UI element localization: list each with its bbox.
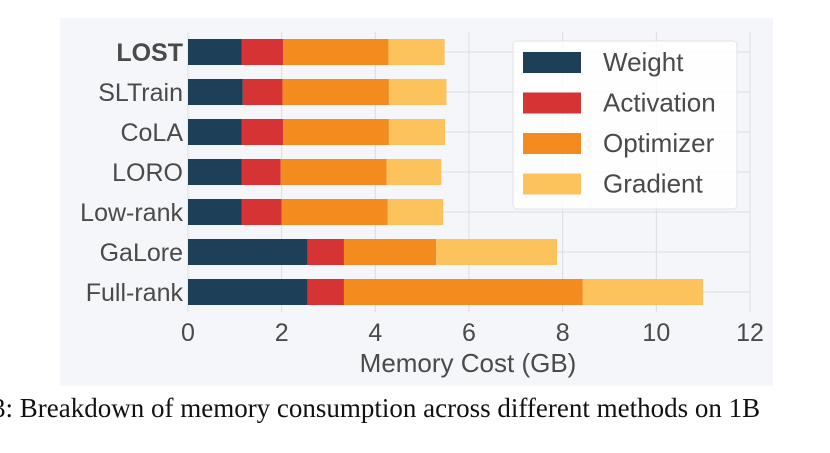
x-axis-ticks: 0 2 4 6 8 10 12 xyxy=(181,319,764,347)
figure-caption: 3: Breakdown of memory consumption acros… xyxy=(0,393,761,423)
x-tick-label: 2 xyxy=(275,319,289,347)
bar-segment-weight-sltrain xyxy=(188,79,243,105)
bar-segment-optimizer-full-rank xyxy=(343,279,583,305)
bar-segment-weight-galore xyxy=(188,239,308,265)
bar-segment-weight-full-rank xyxy=(188,279,308,305)
legend-swatch-optimizer xyxy=(523,133,581,154)
bar-segment-activation-full-rank xyxy=(307,279,344,305)
x-axis-label: Memory Cost (GB) xyxy=(360,348,577,378)
bar-segment-weight-cola xyxy=(188,119,242,145)
category-label: CoLA xyxy=(120,119,183,147)
bar-segment-activation-lost xyxy=(241,39,284,65)
bar-segment-gradient-cola xyxy=(388,119,446,145)
bar-segment-optimizer-cola xyxy=(283,119,389,145)
chart-legend: Weight Activation Optimizer Gradient xyxy=(512,40,738,210)
bar-segment-optimizer-low-rank xyxy=(281,199,388,225)
bar-segment-activation-sltrain xyxy=(242,79,283,105)
bar-segment-gradient-loro xyxy=(386,159,442,185)
bar-segment-gradient-galore xyxy=(436,239,558,265)
category-label: SLTrain xyxy=(98,79,183,107)
bar-segment-gradient-full-rank xyxy=(582,279,704,305)
bar-segment-optimizer-sltrain xyxy=(282,79,389,105)
chart-bars xyxy=(188,39,704,305)
bar-segment-gradient-sltrain xyxy=(388,79,447,105)
x-tick-label: 12 xyxy=(736,319,764,347)
legend-label-weight: Weight xyxy=(603,47,684,77)
category-labels: LOST SLTrain CoLA LORO Low-rank GaLore Full-ra… xyxy=(80,39,183,307)
x-tick-label: 0 xyxy=(181,319,195,347)
category-label: GaLore xyxy=(100,239,183,267)
legend-box xyxy=(512,40,738,210)
x-tick-label: 10 xyxy=(642,319,670,347)
x-tick-label: 4 xyxy=(368,319,382,347)
bar-segment-weight-lost xyxy=(188,39,242,65)
bar-segment-optimizer-lost xyxy=(283,39,389,65)
category-label: LORO xyxy=(112,159,183,187)
x-tick-label: 6 xyxy=(462,319,476,347)
legend-swatch-weight xyxy=(523,52,581,73)
bar-segment-gradient-lost xyxy=(388,39,445,65)
category-label: LOST xyxy=(116,39,183,67)
x-tick-label: 8 xyxy=(556,319,570,347)
bar-segment-activation-galore xyxy=(307,239,344,265)
bar-segment-activation-low-rank xyxy=(241,199,282,225)
category-label: Full-rank xyxy=(86,279,184,307)
legend-swatch-gradient xyxy=(523,173,581,195)
bar-segment-activation-loro xyxy=(241,159,281,185)
bar-segment-weight-low-rank xyxy=(188,199,242,225)
bar-segment-gradient-low-rank xyxy=(387,199,444,225)
legend-label-activation: Activation xyxy=(603,88,716,118)
legend-swatch-activation xyxy=(523,92,581,114)
bar-segment-activation-cola xyxy=(241,119,284,145)
bar-segment-optimizer-loro xyxy=(280,159,387,185)
legend-label-gradient: Gradient xyxy=(603,169,703,199)
legend-label-optimizer: Optimizer xyxy=(603,128,715,158)
bar-segment-optimizer-galore xyxy=(343,239,437,265)
bar-segment-weight-loro xyxy=(188,159,242,185)
category-label: Low-rank xyxy=(80,199,183,227)
